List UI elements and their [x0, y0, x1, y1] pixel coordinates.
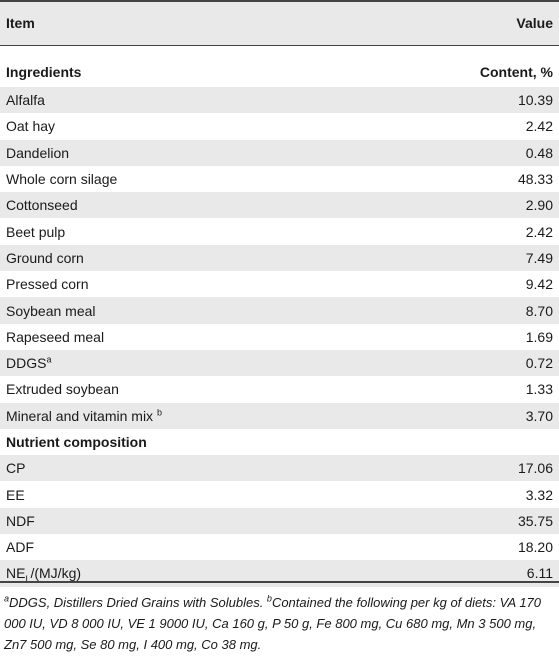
table-row: Whole corn silage 48.33 — [0, 165, 559, 193]
table-row: Soybean meal 8.70 — [0, 297, 559, 324]
header-value: Value — [516, 15, 553, 31]
row-value: 6.11 — [526, 565, 553, 582]
table-row: NDF 35.75 — [0, 507, 559, 535]
table-row: Pressed corn 9.42 — [0, 271, 559, 298]
table-header: Item Value — [0, 0, 559, 46]
diet-composition-table-wrapper: Item Value Ingredients Content, % Alfalf… — [0, 0, 559, 587]
header-item: Item — [6, 15, 35, 31]
row-label: ADF — [6, 539, 34, 556]
row-label: NDF — [6, 512, 35, 529]
section-value-empty — [400, 429, 559, 455]
footnote-a-text: DDGS, Distillers Dried Grains with Solub… — [9, 595, 267, 610]
table-row: ADF 18.20 — [0, 534, 559, 561]
row-value: 9.42 — [525, 276, 553, 293]
row-value: 3.32 — [525, 486, 553, 503]
footnote-marker-b: b — [156, 407, 162, 418]
top-rule — [0, 0, 559, 2]
table-row: Oat hay 2.42 — [0, 113, 559, 140]
table-row: Ground corn 7.49 — [0, 244, 559, 272]
table-row: DDGSa 0.72 — [0, 349, 559, 377]
row-value: 2.42 — [525, 118, 553, 135]
row-label: Cottonseed — [6, 197, 78, 214]
row-value: 1.69 — [525, 328, 553, 345]
row-value: 17.06 — [517, 460, 553, 477]
footnote-a-mark: a — [4, 593, 10, 604]
table-row: Alfalfa 10.39 — [0, 87, 559, 114]
table-row: Mineral and vitamin mix b 3.70 — [0, 402, 559, 429]
bottom-rule — [0, 581, 559, 583]
table-body: Ingredients Content, % Alfalfa 10.39 Oat… — [0, 46, 559, 587]
table-row: Cottonseed 2.90 — [0, 192, 559, 219]
row-label: Oat hay — [6, 118, 56, 135]
row-value: 2.90 — [525, 197, 553, 214]
row-label-cell: DDGSa — [0, 350, 400, 376]
table-row: EE 3.32 — [0, 481, 559, 508]
table-row: Extruded soybean 1.33 — [0, 376, 559, 403]
section-row-nutrient-composition: Nutrient composition — [0, 428, 559, 456]
table-row: CP 17.06 — [0, 455, 559, 482]
row-label: Mineral and vitamin mix — [6, 407, 157, 424]
row-value: 8.70 — [525, 302, 553, 319]
table-row: NEL/(MJ/kg) 6.11 — [0, 560, 559, 587]
row-value: 48.33 — [517, 171, 553, 188]
row-label: EE — [6, 486, 25, 503]
row-label-subscript: L — [25, 574, 31, 585]
row-label: DDGS — [6, 355, 47, 372]
section-row-ingredients: Ingredients Content, % — [0, 46, 559, 87]
row-value: 0.48 — [525, 144, 553, 161]
row-label: Extruded soybean — [6, 381, 119, 398]
table-row: Beet pulp 2.42 — [0, 218, 559, 245]
footnote-b-text: Contained the following per kg of diets:… — [4, 595, 542, 652]
row-label-cell: Mineral and vitamin mix b — [0, 403, 400, 429]
row-value: 0.72 — [525, 355, 553, 372]
table-footnote: aDDGS, Distillers Dried Grains with Solu… — [4, 592, 552, 655]
row-value: 10.39 — [517, 92, 553, 109]
row-value: 3.70 — [525, 407, 553, 424]
row-value: 1.33 — [525, 381, 553, 398]
footnote-b-mark: b — [266, 593, 272, 604]
section-title: Nutrient composition — [6, 434, 147, 450]
row-label: Dandelion — [6, 144, 70, 161]
header-row: Item Value — [0, 0, 559, 46]
header-rule — [0, 45, 559, 46]
section-title: Ingredients — [6, 63, 82, 80]
row-label: Pressed corn — [6, 276, 89, 293]
row-label-cell: NEL/(MJ/kg) — [0, 560, 400, 586]
row-value: 7.49 — [525, 249, 553, 266]
row-label: Rapeseed meal — [6, 328, 105, 345]
row-label: CP — [6, 460, 26, 477]
row-label-suffix: /(MJ/kg) — [30, 565, 82, 582]
row-label: Ground corn — [6, 249, 84, 266]
row-value: 35.75 — [517, 512, 553, 529]
diet-composition-table: Item Value Ingredients Content, % Alfalf… — [0, 0, 559, 587]
row-label: Whole corn silage — [6, 171, 118, 188]
table-row: Rapeseed meal 1.69 — [0, 323, 559, 350]
row-value: 18.20 — [517, 539, 553, 556]
row-label: Beet pulp — [6, 223, 66, 240]
row-label: Soybean meal — [6, 302, 96, 319]
row-label: NE — [6, 565, 26, 582]
row-label: Alfalfa — [6, 92, 45, 109]
footnote-marker-a: a — [46, 354, 52, 365]
section-value-header: Content, % — [479, 63, 553, 80]
row-value: 2.42 — [525, 223, 553, 240]
table-row: Dandelion 0.48 — [0, 139, 559, 166]
